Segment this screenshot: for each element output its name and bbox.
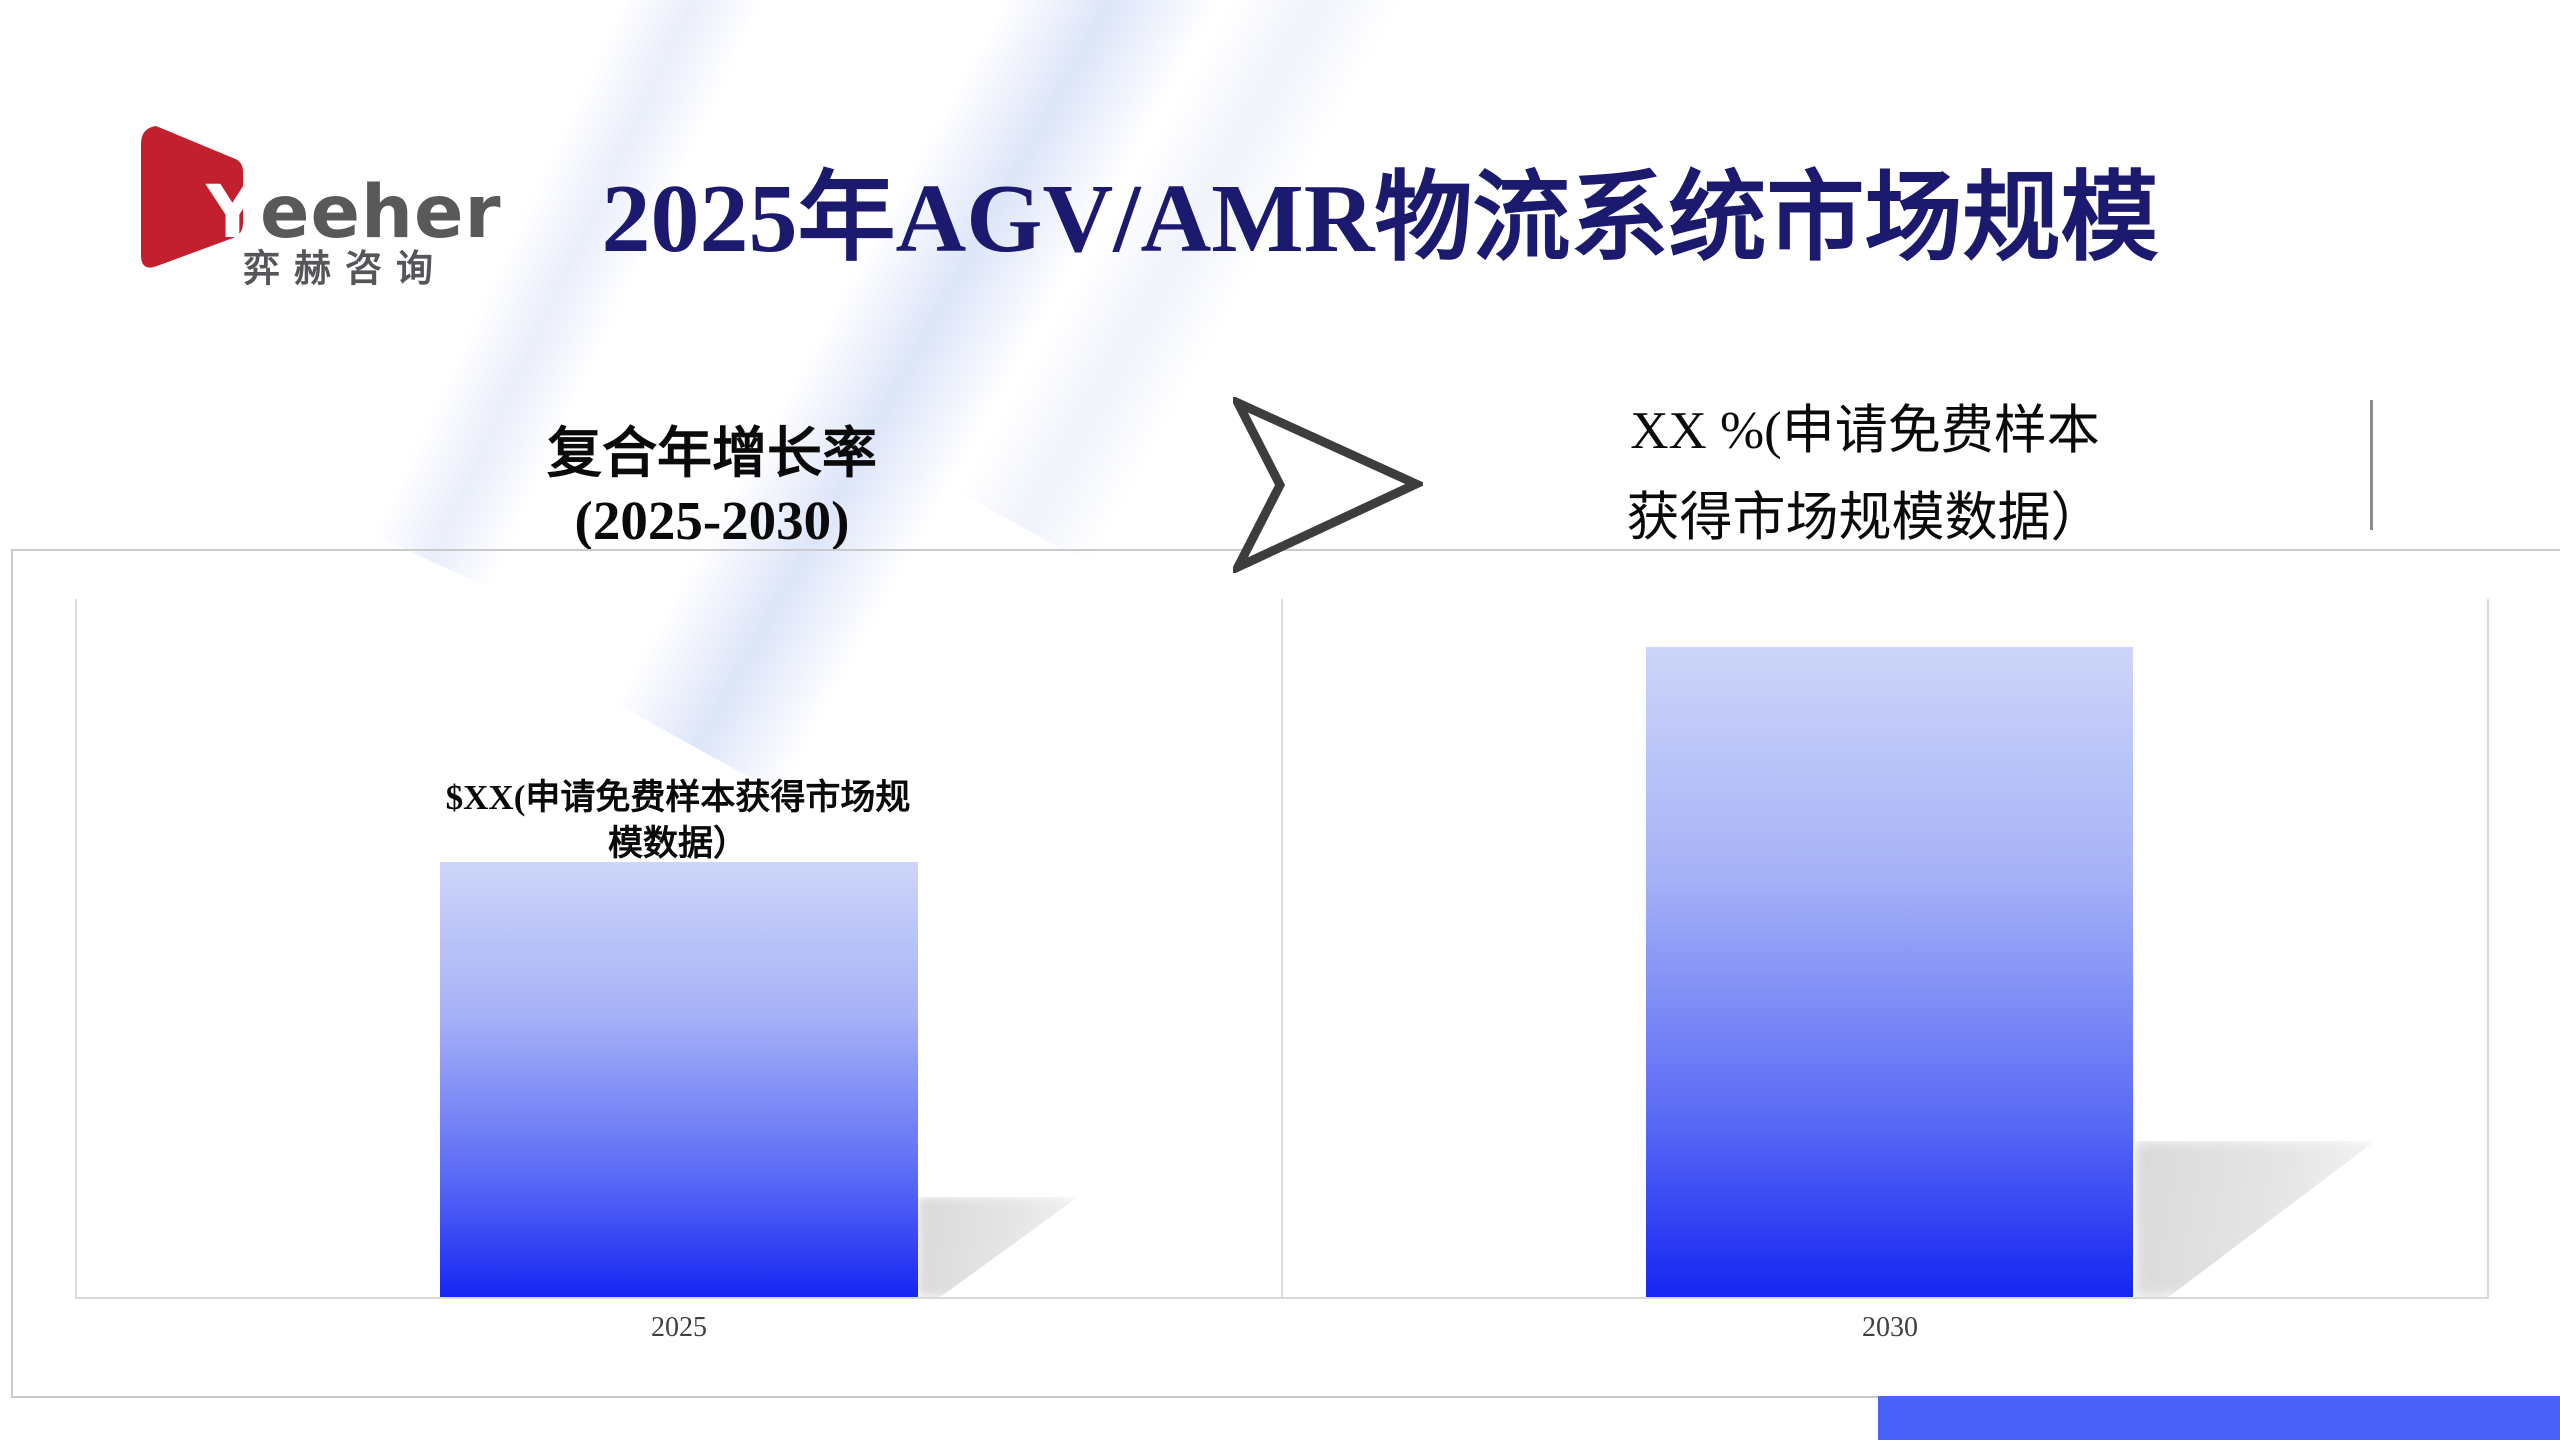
x-tick-2030: 2030 xyxy=(1862,1312,1918,1343)
chart-container xyxy=(11,549,2560,1398)
growth-rate-line2: 获得市场规模数据） xyxy=(1626,489,2104,548)
growth-rate-line1: XX %(申请免费样本 xyxy=(1630,402,2100,460)
right-divider-tick xyxy=(2370,400,2373,530)
chart-baseline xyxy=(75,1297,2489,1299)
bar-2025 xyxy=(440,862,918,1297)
bar-2030 xyxy=(1646,647,2133,1297)
bar-value-label-line2: 模数据） xyxy=(607,823,748,863)
chart-panel-divider xyxy=(1281,599,1283,1298)
bar-value-label-2025: $XX(申请免费样本获得市场规 模数据） xyxy=(408,775,948,866)
chart-left-axis-line xyxy=(75,599,77,1298)
bar-value-label-line1: $XX(申请免费样本获得市场规 xyxy=(445,778,911,817)
logo-wordmark: eeher xyxy=(260,170,502,255)
cagr-label: 复合年增长率 (2025-2030) xyxy=(432,420,992,554)
right-arrow-icon xyxy=(1233,397,1423,573)
logo-subtext: 弈赫咨询 xyxy=(243,247,447,290)
growth-rate-label: XX %(申请免费样本 获得市场规模数据） xyxy=(1570,388,2160,563)
logo-initial: Y xyxy=(206,170,259,255)
cagr-label-line1: 复合年增长率 xyxy=(546,423,877,484)
yeeher-logo-icon xyxy=(141,126,243,268)
cagr-label-line2: (2025-2030) xyxy=(574,490,850,552)
x-tick-2025: 2025 xyxy=(651,1312,707,1343)
chart-right-axis-line xyxy=(2487,599,2489,1298)
page-title: 2025年AGV/AMR物流系统市场规模 xyxy=(601,165,2159,273)
footer-accent-bar xyxy=(1878,1396,2560,1440)
